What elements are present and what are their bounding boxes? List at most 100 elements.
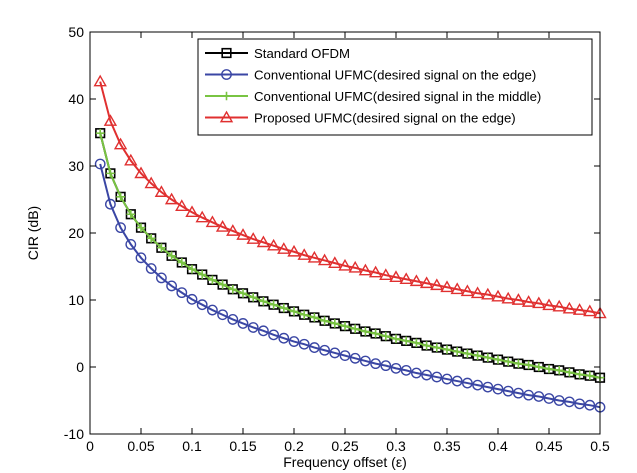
data-point [287,244,301,257]
legend-swatch-marker [221,69,232,80]
data-point [585,371,595,381]
legend-entry: Conventional UFMC(desired signal in the … [205,89,541,104]
data-point [317,253,332,266]
data-point [197,270,207,279]
data-point [368,265,383,278]
data-point [157,243,166,253]
data-point [237,318,249,329]
data-point [195,210,209,223]
data-point [256,235,271,248]
data-point [175,199,189,212]
data-point [419,276,434,289]
data-point [339,350,351,362]
data-point [145,263,157,274]
data-point [176,287,188,299]
data-point [277,242,291,254]
x-tick-label: 0.1 [182,438,202,454]
data-point [482,381,494,393]
data-point [299,310,309,320]
data-point [126,209,136,219]
data-point [105,198,116,210]
data-point [553,395,565,406]
data-point [409,274,424,287]
data-point [562,301,577,314]
x-axis-label: Frequency offset (ε) [283,454,406,470]
data-point [430,278,444,291]
axes-layer: 0 0.05 0.1 0.15 0.2 0.25 0.3 0.35 0.4 0.45 0.5-100… [64,24,610,454]
series-3 [95,128,605,383]
data-point [185,205,199,218]
data-point [502,385,514,397]
legend-entry: Conventional UFMC(desired signal on the … [205,68,536,83]
data-point [432,343,442,352]
data-point [565,368,574,377]
legend-label: Conventional UFMC(desired signal in the … [254,89,541,104]
data-point [248,293,258,302]
data-point [370,358,381,370]
data-point [379,268,393,281]
data-point [268,329,279,341]
data-point [319,344,330,356]
data-point [278,332,290,344]
legend-label: Standard OFDM [254,46,350,61]
data-point [103,114,118,126]
y-tick-label: -10 [64,426,84,442]
data-point [247,322,259,333]
data-point [116,192,125,202]
data-point [359,355,371,367]
data-point [472,379,483,391]
data-point [422,341,431,350]
data-point [338,258,352,271]
data-point [460,284,475,297]
data-point [534,362,544,372]
data-point [106,169,115,178]
data-point [564,396,575,408]
data-point [238,289,248,298]
y-axis-label: CIR (dB) [25,206,41,260]
data-point [307,250,322,263]
y-tick-label: 0 [76,359,84,375]
data-point [340,321,350,331]
data-point [328,256,342,268]
data-point [473,351,482,360]
x-tick-label: 0.05 [127,438,154,454]
data-point [218,280,227,289]
data-point [350,324,360,334]
data-point [483,353,493,362]
data-point [95,128,105,138]
data-point [226,224,240,236]
data-point [431,371,443,383]
data-point [164,192,179,205]
data-point [542,298,556,311]
x-tick-label: 0 [86,438,94,454]
y-tick-label: 40 [68,91,84,107]
data-point [208,275,217,285]
data-point [493,355,503,364]
data-point [544,364,554,374]
data-point [257,325,269,337]
data-point [513,387,524,399]
legend-entry: Proposed UFMC(desired signal on the edge… [205,111,516,126]
data-point [166,280,178,292]
legend-box [197,38,593,136]
legend-label: Conventional UFMC(desired signal on the … [254,68,536,83]
data-point [228,284,238,294]
data-point [511,293,526,305]
series-4 [93,74,607,319]
data-point [401,336,411,346]
data-point [205,215,220,228]
data-point [451,375,463,387]
data-point [298,338,310,350]
data-point [206,304,218,316]
data-point [269,300,278,309]
data-point [113,137,128,150]
data-point [552,299,566,312]
data-point [503,357,513,366]
x-tick-label: 0.35 [433,438,460,454]
data-point [450,282,464,295]
x-tick-label: 0.25 [331,438,358,454]
data-point [134,166,148,179]
data-point [308,342,320,353]
data-point [93,74,107,87]
data-point [514,359,523,368]
